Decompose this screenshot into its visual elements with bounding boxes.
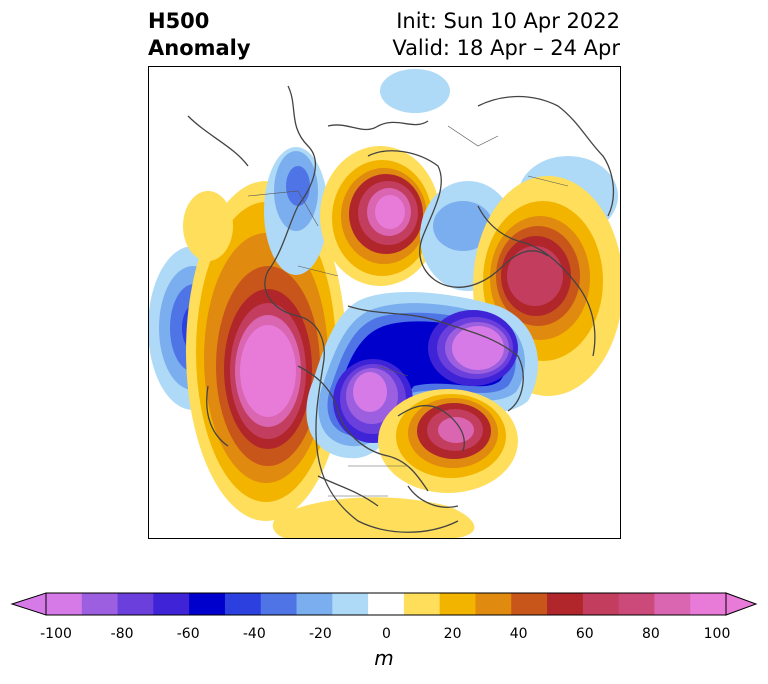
colorbar-tick-label: 20	[443, 626, 462, 642]
colorbar-frame	[45, 592, 727, 616]
colorbar-tick-label: 80	[641, 626, 660, 642]
colorbar-tick-label: -100	[40, 626, 72, 642]
colorbar-segment	[189, 593, 226, 615]
colorbar-segment	[368, 593, 405, 615]
colorbar	[10, 592, 758, 616]
init-date: Init: Sun 10 Apr 2022	[396, 9, 620, 33]
colorbar-segment	[224, 593, 262, 615]
colorbar-segment	[654, 593, 691, 615]
title-left: H500 Anomaly	[148, 8, 251, 62]
west-coast-high	[186, 181, 346, 521]
title-right: Init: Sun 10 Apr 2022 Valid: 18 Apr – 24…	[392, 8, 620, 62]
colorbar-tick-label: 0	[382, 626, 391, 642]
colorbar-segment	[582, 593, 620, 615]
colorbar-segment	[403, 593, 441, 615]
colorbar-over-arrow	[725, 592, 758, 616]
colorbar-segment	[153, 593, 190, 615]
title-type: Anomaly	[148, 36, 251, 60]
colorbar-segment	[46, 593, 83, 615]
colorbar-tick-label: -60	[176, 626, 200, 642]
colorbar-tick-label: 40	[509, 626, 528, 642]
colorbar-segment	[475, 593, 512, 615]
valid-range: Valid: 18 Apr – 24 Apr	[392, 36, 620, 60]
colorbar-segment	[332, 593, 369, 615]
colorbar-segment	[618, 593, 655, 615]
colorbar-under-arrow	[10, 592, 47, 616]
colorbar-segment	[260, 593, 298, 615]
colorbar-tick-label: 100	[703, 626, 731, 642]
colorbar-unit: m	[374, 646, 394, 670]
coastlines	[187, 85, 615, 533]
colorbar-tick-label: -40	[242, 626, 266, 642]
colorbar-segment	[81, 593, 119, 615]
atlantic-high	[378, 389, 518, 493]
colorbar-segment	[439, 593, 476, 615]
colorbar-segment	[511, 593, 548, 615]
colorbar-segment	[547, 593, 584, 615]
colorbar-segment	[117, 593, 154, 615]
colorbar-tick-label: 60	[575, 626, 594, 642]
colorbar-segment	[690, 593, 727, 615]
colorbar-tick-label: -80	[110, 626, 134, 642]
anomaly-map	[148, 66, 621, 539]
colorbar-segment	[296, 593, 333, 615]
title-field: H500	[148, 9, 210, 33]
map-frame	[148, 66, 621, 539]
siberia-high	[320, 146, 440, 286]
colorbar-tick-label: -20	[308, 626, 332, 642]
